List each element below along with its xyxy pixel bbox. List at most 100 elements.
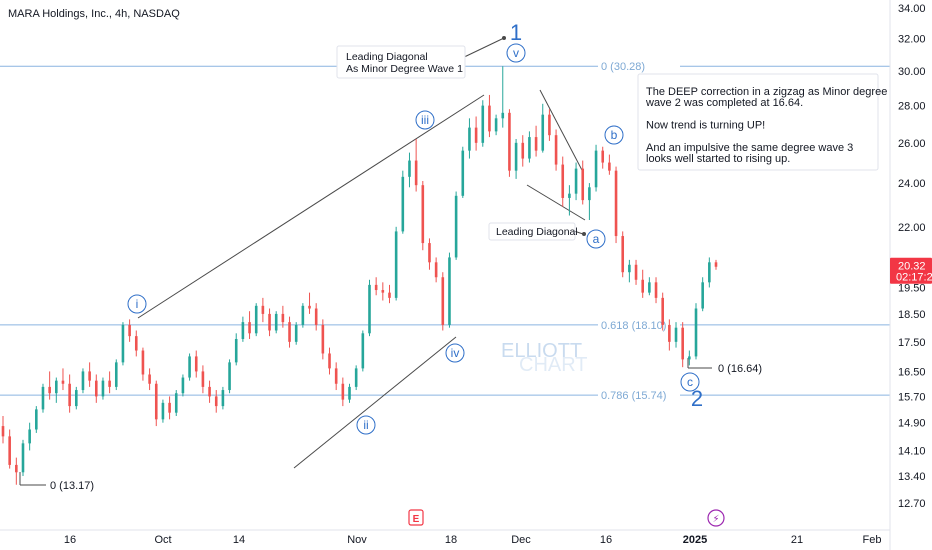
candle-body <box>221 390 225 407</box>
y-tick-label: 30.00 <box>898 66 926 78</box>
wave-label-circle <box>586 229 606 249</box>
candle-body <box>1 426 5 437</box>
fib-level-label: 0.618 (18.10) <box>601 320 666 332</box>
x-tick-label: Nov <box>347 534 367 546</box>
candle-body <box>534 137 538 151</box>
candle-body <box>261 305 265 314</box>
x-axis: 16 Oct 14 Nov 18 Dec 16 2025 21 Feb <box>0 529 890 546</box>
y-tick-label: 12.70 <box>898 498 926 510</box>
candle-body <box>134 336 138 351</box>
x-tick-label: 21 <box>791 534 803 546</box>
candle-body <box>568 193 571 198</box>
candle-body <box>394 231 398 298</box>
note-line: And an impulsive the same degree wave 3 <box>646 142 853 154</box>
fib-level-label: 0 (30.28) <box>601 61 645 73</box>
low-point-label: 0 (13.17) <box>50 480 94 492</box>
fib-label-bg <box>598 388 680 403</box>
lightning-icon: ⚡ <box>712 514 719 525</box>
candle-body <box>421 185 425 244</box>
y-tick-label: 14.10 <box>898 445 926 457</box>
candle-body <box>61 380 65 384</box>
candle-body <box>214 396 218 407</box>
callout-upper-pointer <box>457 37 505 61</box>
candle-body <box>414 160 418 186</box>
upper-diagonal-line <box>137 94 485 319</box>
callout-upper-line-2: As Minor Degree Wave 1 <box>346 63 463 75</box>
candle-body <box>468 127 471 151</box>
wave-label-v: v <box>513 46 519 60</box>
low-point-label: 0 (16.64) <box>718 363 762 375</box>
candle-body <box>594 150 598 188</box>
candle-body <box>301 305 305 325</box>
candle-body <box>154 383 158 420</box>
candle-body <box>294 324 298 342</box>
wave-label-i: i <box>136 297 139 311</box>
wave-label-iii: iii <box>421 113 429 127</box>
callout-upper-line-1: Leading Diagonal <box>346 51 428 63</box>
callout-lower-box <box>488 222 576 241</box>
candle-body <box>21 443 25 473</box>
candle-body <box>368 284 371 334</box>
candles <box>1 66 718 485</box>
candle-body <box>648 282 651 293</box>
x-tick-label: Feb <box>863 534 882 546</box>
candle-body <box>701 282 704 309</box>
x-tick-label: Dec <box>511 534 531 546</box>
wave-lines <box>19 36 712 486</box>
candle-body <box>668 324 671 342</box>
fib-label-bg <box>598 59 680 74</box>
y-tick-label: 14.90 <box>898 418 926 430</box>
candle-body <box>641 279 645 293</box>
candle-body <box>228 362 231 391</box>
x-tick-label: 18 <box>445 534 457 546</box>
wave-label-circle <box>604 125 624 145</box>
correction-upper-line <box>539 89 584 173</box>
candle-body <box>148 374 151 384</box>
candle-body <box>308 305 311 309</box>
fib-levels: 0 (30.28) 0.618 (18.10) 0.786 (15.74) <box>0 59 890 403</box>
candle-body <box>334 368 338 384</box>
candle-body <box>488 105 491 132</box>
callout-lower-dot <box>582 232 586 236</box>
candle-body <box>241 322 245 339</box>
candle-body <box>521 142 525 159</box>
candle-body <box>461 150 465 196</box>
wave-label-circle <box>415 110 435 130</box>
earnings-badge[interactable] <box>408 509 424 526</box>
candle-body <box>374 284 378 291</box>
y-tick-label: 17.50 <box>898 337 926 349</box>
wave-label-a: a <box>593 232 600 246</box>
x-tick-label: 16 <box>600 534 612 546</box>
candle-body <box>561 164 565 198</box>
candle-body <box>601 150 605 163</box>
wave-label-iv: iv <box>451 346 460 360</box>
candle-body <box>674 327 678 342</box>
candle-body <box>288 322 291 342</box>
watermark-line-1: ELLIOTT <box>501 340 582 362</box>
wave-label-1: 1 <box>510 20 522 45</box>
note-text-block: The DEEP correction in a zigzag as Minor… <box>645 86 887 165</box>
correction-lower-line <box>526 184 586 221</box>
candle-body <box>388 292 391 298</box>
y-tick-label: 13.40 <box>898 471 926 483</box>
split-badge[interactable] <box>707 509 725 527</box>
candle-body <box>508 112 511 171</box>
candle-body <box>74 390 78 407</box>
candle-body <box>628 264 631 273</box>
note-line: Now trend is turning UP! <box>646 120 765 132</box>
earnings-badge-label: E <box>413 514 420 525</box>
candle-body <box>681 327 684 360</box>
event-badges: E ⚡ <box>408 509 725 527</box>
x-tick-label: 2025 <box>683 534 707 546</box>
candle-body <box>141 350 145 375</box>
candle-body <box>494 118 498 132</box>
candle-body <box>408 160 411 177</box>
callout-upper-dot <box>502 36 506 40</box>
candle-body <box>94 380 98 397</box>
candle-body <box>441 277 445 325</box>
candle-body <box>341 383 345 400</box>
candle-body <box>268 313 271 331</box>
wave-label-circle <box>506 43 526 63</box>
